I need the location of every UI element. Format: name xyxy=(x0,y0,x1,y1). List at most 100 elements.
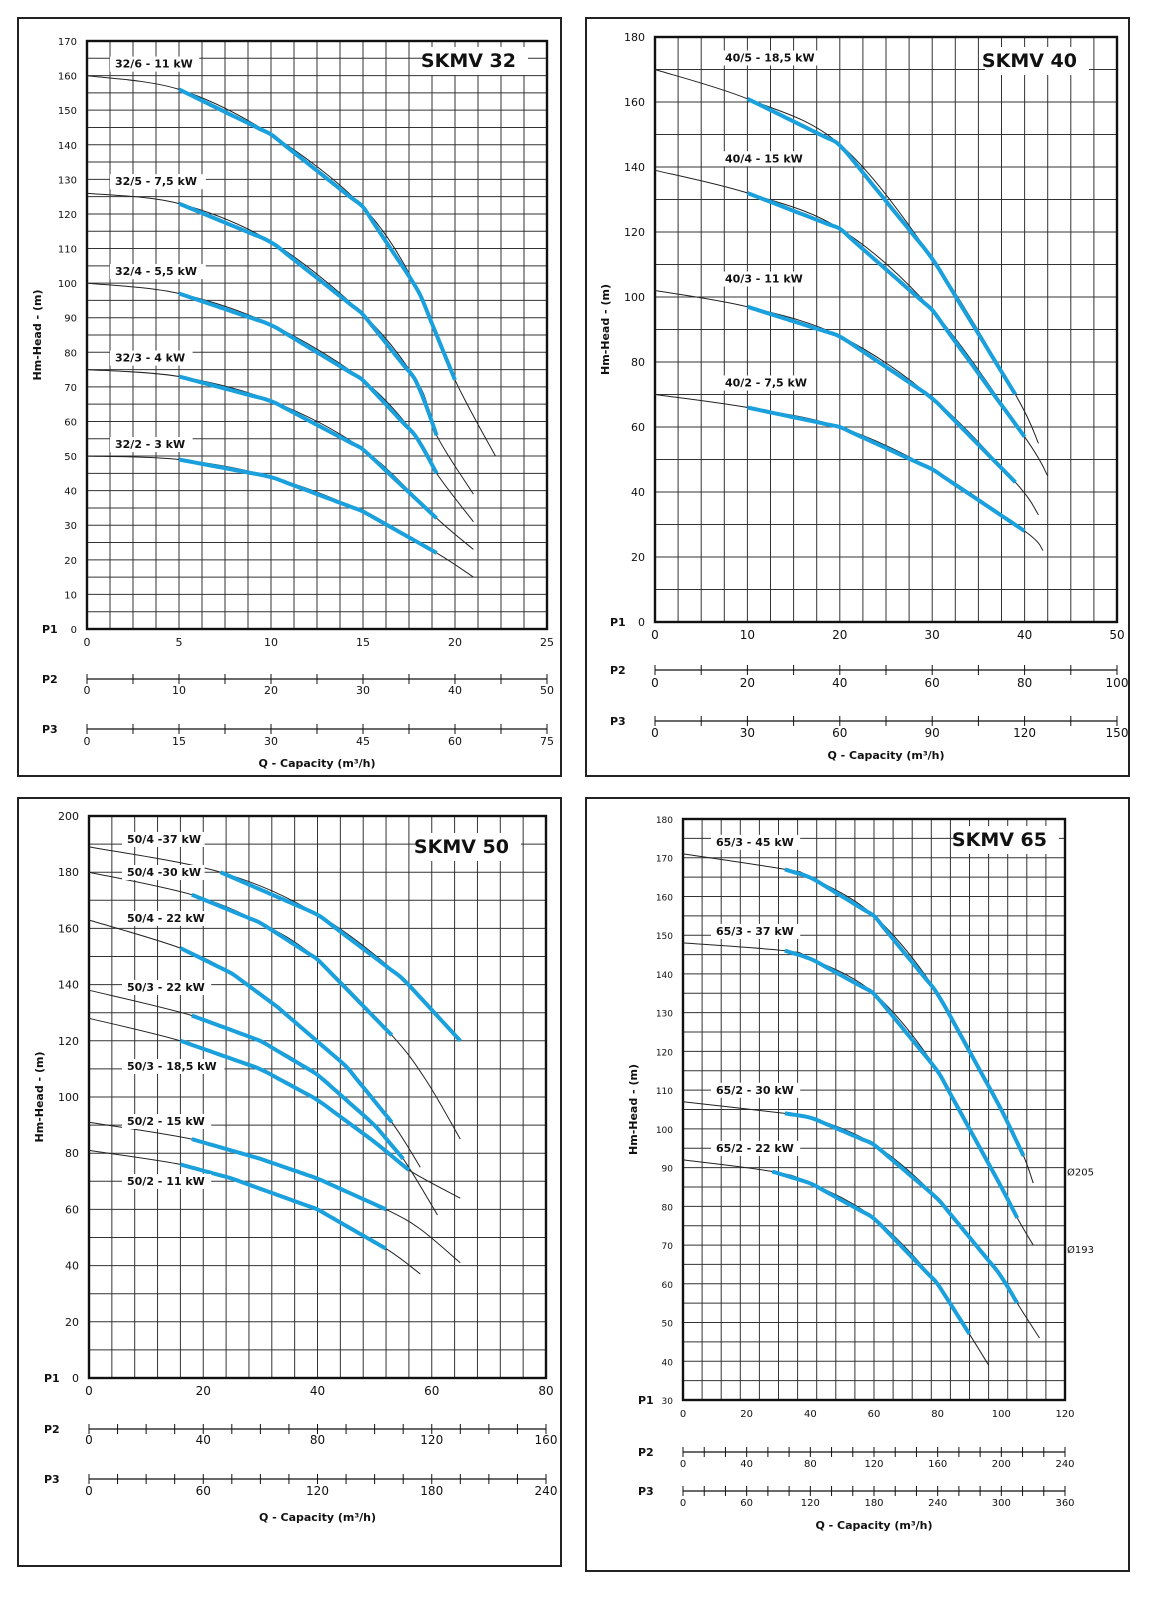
series-label-background xyxy=(720,50,823,66)
series-label-background xyxy=(122,1114,212,1129)
x-tick-label-p3: 75 xyxy=(540,735,554,748)
x-tick-label-p2: 0 xyxy=(651,676,659,690)
series-50-2-15-kw: 50/2 - 15 kW xyxy=(88,1114,461,1264)
x-tick-label-p1: 20 xyxy=(832,628,847,642)
chart-skmv-65: 30 40 50 60 70 80 90 100 110 120 130 140 150 160 170 18… xyxy=(627,816,1094,1532)
series-label: 40/4 - 15 kW xyxy=(725,152,803,165)
x-tick-label-p3: 180 xyxy=(864,1498,883,1509)
series-65-3-37-kw: 65/3 - 37 kW xyxy=(682,923,1034,1246)
series-label-background xyxy=(110,264,206,280)
x-tick-label-p2: 100 xyxy=(1106,676,1129,690)
y-tick-label: 50 xyxy=(662,1320,674,1330)
x-tick-label-p3: 60 xyxy=(740,1498,753,1509)
x-tick-label-p2: 10 xyxy=(172,684,186,697)
x-tick-label-p3: 360 xyxy=(1055,1498,1074,1509)
x-tick-label-p3: 60 xyxy=(832,726,847,740)
y-tick-label: 100 xyxy=(58,1091,79,1104)
x-tick-label-p1: 100 xyxy=(992,1409,1011,1420)
x-tick-label-p3: 15 xyxy=(172,735,186,748)
x-tick-label-p2: 20 xyxy=(740,676,755,690)
y-tick-label: 20 xyxy=(64,556,77,567)
y-tick-label: 160 xyxy=(624,96,645,109)
chart-title: SKMV 40 xyxy=(982,50,1077,72)
y-tick-label: 180 xyxy=(58,866,79,879)
series-line-full xyxy=(654,169,1049,477)
x-tick-label-p2: 20 xyxy=(264,684,278,697)
series-40-5-18-5-kw: 40/5 - 18,5 kW xyxy=(654,50,1039,444)
y-tick-label: 30 xyxy=(662,1397,674,1407)
scale-name-p1: P1 xyxy=(610,616,626,629)
x-tick-label-p2: 40 xyxy=(196,1433,211,1447)
y-tick-label: 150 xyxy=(58,106,77,117)
x-tick-label-p1: 30 xyxy=(925,628,940,642)
x-tick-label-p2: 0 xyxy=(85,1433,93,1447)
series-label: 50/2 - 15 kW xyxy=(127,1115,205,1128)
x-tick-label-p1: 60 xyxy=(424,1384,439,1398)
x-tick-label-p2: 40 xyxy=(448,684,462,697)
series-label-background xyxy=(122,865,205,880)
x-tick-label-p1: 0 xyxy=(85,1384,93,1398)
chart-panel-skmv-65: 30 40 50 60 70 80 90 100 110 120 130 140 150 160 170 18… xyxy=(585,797,1130,1572)
series-label: 40/5 - 18,5 kW xyxy=(725,52,815,65)
title-background xyxy=(424,47,528,75)
y-tick-label: 130 xyxy=(656,1010,673,1020)
y-tick-label: 200 xyxy=(58,810,79,823)
y-tick-label: 140 xyxy=(58,141,77,152)
y-tick-label: 120 xyxy=(58,210,77,221)
series-label: 32/2 - 3 kW xyxy=(115,438,185,451)
scale-name-p1: P1 xyxy=(44,1372,60,1385)
diameter-annotation: Ø205 xyxy=(1067,1166,1094,1178)
title-background xyxy=(955,826,1059,854)
y-tick-label: 40 xyxy=(64,487,77,498)
y-axis-label: Hm-Head - (m) xyxy=(627,1064,640,1155)
scale-name-p1: P1 xyxy=(42,623,58,636)
chart-panel-skmv-40: 0 20 40 60 80 100 120 140 160 180 Hm-Head - (m) P1 0… xyxy=(585,17,1130,777)
series-line-working-range xyxy=(178,201,439,436)
scale-name-p2: P2 xyxy=(42,673,58,686)
scale-name-p1: P1 xyxy=(638,1394,654,1407)
x-tick-label-p1: 0 xyxy=(680,1409,686,1420)
x-tick-label-p2: 80 xyxy=(804,1459,817,1470)
series-32-6-11-kw: 32/6 - 11 kW xyxy=(86,56,496,457)
x-tick-label-p2: 0 xyxy=(680,1459,686,1470)
series-line-working-range xyxy=(746,191,1027,438)
series-label-background xyxy=(110,174,206,190)
x-tick-label-p1: 20 xyxy=(448,636,462,649)
scale-name-p2: P2 xyxy=(638,1446,654,1459)
y-tick-label: 140 xyxy=(624,161,645,174)
series-label-background xyxy=(122,980,212,995)
x-tick-label-p3: 150 xyxy=(1106,726,1129,740)
x-tick-label-p3: 0 xyxy=(85,1484,93,1498)
y-tick-label: 90 xyxy=(64,314,77,325)
x-tick-label-p3: 60 xyxy=(196,1484,211,1498)
series-line-working-range xyxy=(179,946,394,1124)
x-tick-label-p1: 10 xyxy=(264,636,278,649)
y-tick-label: 80 xyxy=(631,356,645,369)
y-tick-label: 140 xyxy=(656,971,673,981)
series-line-working-range xyxy=(178,291,439,475)
y-tick-label: 160 xyxy=(58,922,79,935)
y-tick-label: 170 xyxy=(656,855,673,865)
x-tick-label-p3: 90 xyxy=(925,726,940,740)
x-tick-label-p3: 240 xyxy=(928,1498,947,1509)
x-tick-label-p1: 40 xyxy=(1017,628,1032,642)
series-line-working-range xyxy=(784,1111,1020,1305)
x-tick-label-p3: 120 xyxy=(1013,726,1036,740)
y-tick-label: 130 xyxy=(58,175,77,186)
series-label-background xyxy=(110,350,193,366)
series-label-background xyxy=(711,834,801,850)
y-tick-label: 120 xyxy=(58,1035,79,1048)
series-line-full xyxy=(654,394,1044,551)
series-label: 50/4 - 22 kW xyxy=(127,912,205,925)
diameter-annotation: Ø193 xyxy=(1067,1244,1094,1256)
y-tick-label: 0 xyxy=(72,1372,79,1385)
y-tick-label: 150 xyxy=(656,932,673,942)
y-tick-label: 100 xyxy=(656,1126,673,1136)
plot-area-frame xyxy=(653,35,1119,624)
series-label: 32/5 - 7,5 kW xyxy=(115,175,197,188)
series-label: 40/2 - 7,5 kW xyxy=(725,377,807,390)
x-tick-label-p1: 80 xyxy=(931,1409,944,1420)
x-tick-label-p3: 0 xyxy=(651,726,659,740)
x-tick-label-p3: 0 xyxy=(84,735,91,748)
x-tick-label-p2: 40 xyxy=(832,676,847,690)
